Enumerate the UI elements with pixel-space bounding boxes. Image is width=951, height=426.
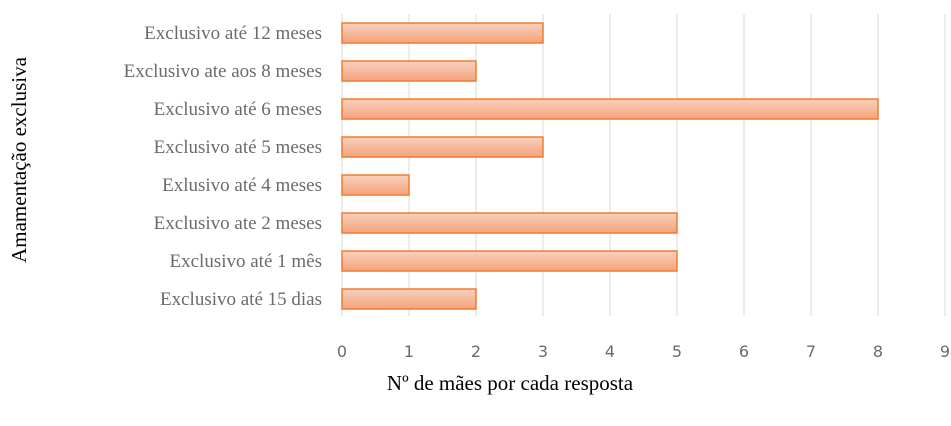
bar xyxy=(341,60,477,82)
x-tick-label: 2 xyxy=(471,342,481,361)
x-tick-label: 5 xyxy=(672,342,682,361)
bar xyxy=(341,136,544,158)
category-label: Exclusivo até 12 meses xyxy=(144,23,322,44)
x-tick-label: 0 xyxy=(337,342,347,361)
category-label: Exlusivo até 4 meses xyxy=(162,175,322,196)
x-axis-title: Nº de mães por cada resposta xyxy=(387,371,634,395)
bar xyxy=(341,174,410,196)
bar xyxy=(341,212,678,234)
bar xyxy=(341,288,477,310)
x-tick-label: 1 xyxy=(404,342,414,361)
x-tick-label: 9 xyxy=(940,342,950,361)
category-label: Exclusivo até 1 mês xyxy=(170,251,323,272)
bar xyxy=(341,98,879,120)
category-label: Exclusivo até 15 dias xyxy=(160,289,322,310)
x-tick-label: 3 xyxy=(538,342,548,361)
bar xyxy=(341,250,678,272)
x-tick-label: 4 xyxy=(605,342,615,361)
x-tick-label: 6 xyxy=(739,342,749,361)
bars xyxy=(341,22,879,310)
category-label: Exclusivo até 6 meses xyxy=(154,99,322,120)
category-labels: Exclusivo até 12 meses Exclusivo ate aos … xyxy=(124,23,322,310)
category-label: Exclusivo ate aos 8 meses xyxy=(124,61,322,82)
y-axis-title: Amamentação exclusiva xyxy=(7,56,31,263)
category-label: Exclusivo ate 2 meses xyxy=(154,213,322,234)
x-tick-label: 7 xyxy=(806,342,816,361)
category-label: Exclusivo até 5 meses xyxy=(154,137,322,158)
bar xyxy=(341,22,544,44)
x-tick-label: 8 xyxy=(873,342,883,361)
x-tick-labels: 0 1 2 3 4 5 6 7 8 9 xyxy=(337,342,950,361)
